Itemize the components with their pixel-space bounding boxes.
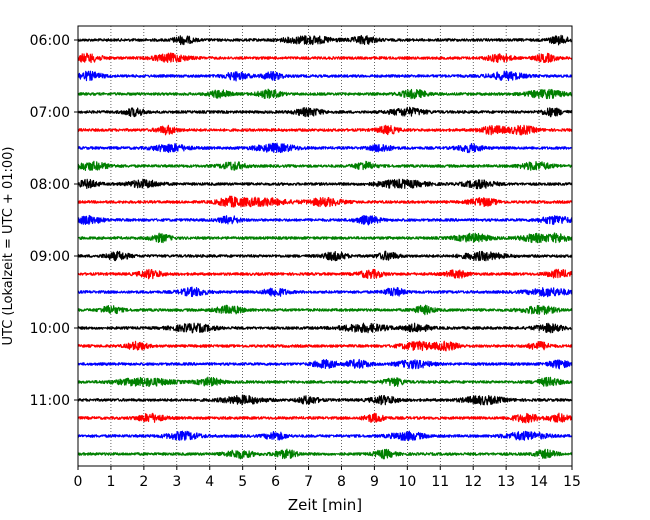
trace-0630: [77, 70, 573, 82]
y-tick-label: 08:00: [30, 177, 70, 193]
y-tick-label: 06:00: [30, 33, 70, 49]
y-tick-label: 07:00: [30, 105, 70, 121]
x-tick-label: 15: [563, 474, 581, 490]
trace-0900: [77, 250, 573, 262]
trace-0715: [77, 124, 573, 136]
x-tick-label: 10: [398, 474, 416, 490]
vertical-gridlines: [110, 26, 540, 466]
trace-1000: [77, 322, 573, 334]
trace-0730: [77, 142, 573, 154]
x-axis-label: Zeit [min]: [288, 496, 362, 514]
trace-1030: [77, 358, 573, 370]
x-tick-label: 12: [464, 474, 482, 490]
trace-0745: [77, 160, 573, 172]
x-tick-label: 4: [205, 474, 214, 490]
x-tick-label: 2: [139, 474, 148, 490]
y-tick-label: 10:00: [30, 321, 70, 337]
trace-1100: [77, 394, 573, 406]
trace-0845: [77, 232, 573, 244]
trace-1130: [77, 430, 573, 442]
x-tick-label: 0: [74, 474, 83, 490]
x-tick-label: 9: [370, 474, 379, 490]
trace-1045: [77, 376, 573, 388]
trace-0945: [77, 304, 573, 316]
trace-0645: [77, 88, 573, 100]
x-tick-label: 1: [106, 474, 115, 490]
trace-0800: [77, 178, 573, 190]
trace-0700: [77, 106, 573, 118]
x-tick-label: 14: [530, 474, 548, 490]
trace-1145: [77, 448, 573, 460]
y-tick-label: 09:00: [30, 249, 70, 265]
x-tick-label: 5: [238, 474, 247, 490]
x-tick-label: 3: [172, 474, 181, 490]
trace-0615: [77, 52, 573, 64]
x-tick-label: 6: [271, 474, 280, 490]
trace-0815: [77, 195, 573, 208]
x-tick-label: 8: [337, 474, 346, 490]
trace-1015: [77, 340, 573, 352]
x-tick-label: 13: [497, 474, 515, 490]
x-tick-label: 7: [304, 474, 313, 490]
trace-0915: [77, 268, 573, 280]
trace-0830: [77, 214, 573, 226]
trace-0600: [77, 34, 573, 46]
x-axis-ticks: 0 1 2 3 4 5 6 7 8 9 10 11 12 13 14 15: [74, 466, 581, 490]
y-tick-label: 11:00: [30, 393, 70, 409]
y-axis-label: UTC (Lokalzeit = UTC + 01:00): [1, 147, 16, 346]
seismogram-traces: [77, 34, 573, 460]
x-tick-label: 11: [431, 474, 449, 490]
trace-0930: [77, 286, 573, 298]
trace-1115: [77, 412, 573, 424]
y-axis-ticks: 06:00 07:00 08:00 09:00 10:00 11:00: [30, 33, 78, 409]
plot-frame: [77, 25, 573, 467]
